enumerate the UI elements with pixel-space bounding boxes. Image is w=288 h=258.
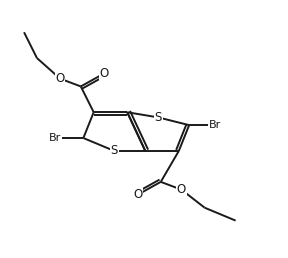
Text: O: O bbox=[56, 72, 65, 85]
Text: Br: Br bbox=[49, 133, 61, 143]
Text: S: S bbox=[111, 144, 118, 157]
Text: O: O bbox=[177, 183, 186, 196]
Text: O: O bbox=[99, 67, 109, 80]
Text: O: O bbox=[133, 188, 142, 201]
Text: S: S bbox=[154, 111, 162, 124]
Text: Br: Br bbox=[209, 120, 221, 130]
